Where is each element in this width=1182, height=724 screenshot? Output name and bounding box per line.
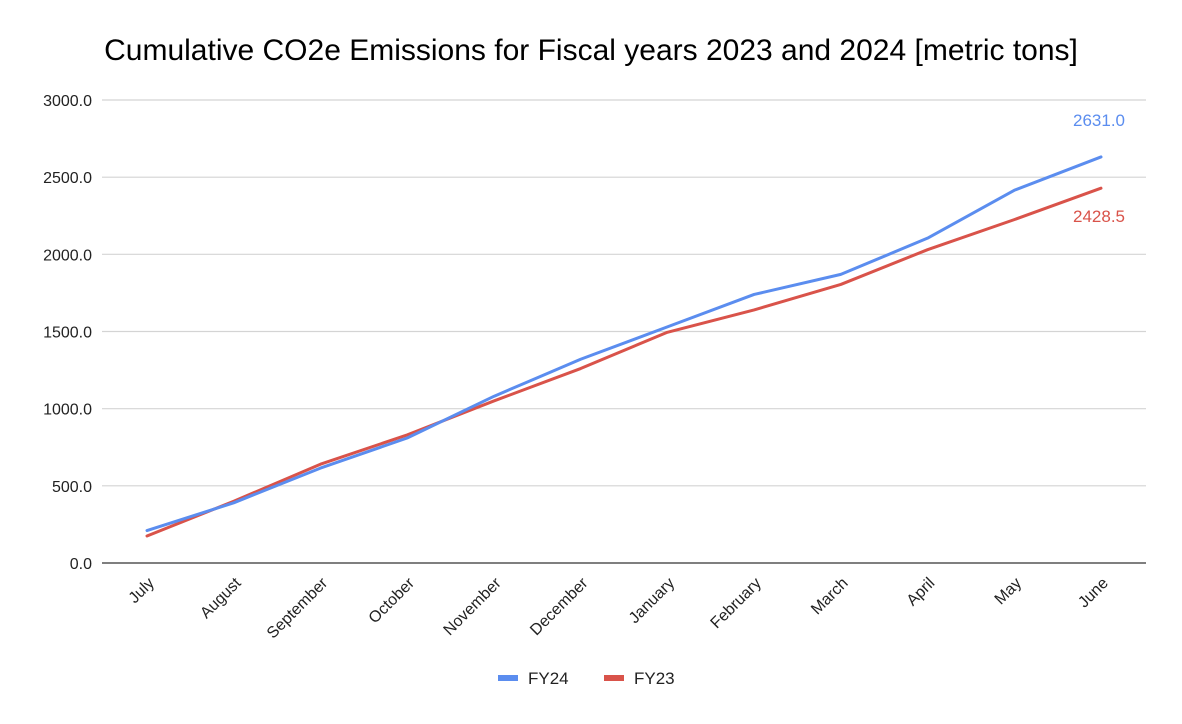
y-tick-label: 2000.0 [43,247,92,264]
x-tick-label: June [1075,575,1112,612]
gridlines [102,99,1146,487]
y-tick-label: 500.0 [52,479,92,496]
x-tick-label: January [626,575,678,627]
legend-label-fy24: FY24 [528,669,569,688]
legend: FY24 FY23 [498,669,675,688]
x-tick-label: August [197,574,245,622]
x-tick-label: November [441,574,506,639]
y-tick-label: 2500.0 [43,170,92,187]
series-line-fy24 [145,155,1103,533]
legend-label-fy23: FY23 [634,669,675,688]
y-tick-label: 1500.0 [43,325,92,342]
data-label-fy23: 2428.5 [1073,207,1125,226]
x-tick-label: July [126,575,158,607]
x-tick-label: October [366,574,419,627]
data-label-fy24: 2631.0 [1073,111,1125,130]
y-axis-tick-labels: 0.0 500.0 1000.0 1500.0 2000.0 2500.0 3000.0 [43,93,92,573]
x-tick-label: December [527,574,592,639]
y-tick-label: 3000.0 [43,93,92,110]
series-line-fy23 [145,186,1103,538]
chart-title: Cumulative CO2e Emissions for Fiscal yea… [104,34,1078,67]
x-tick-label: April [904,575,939,610]
x-tick-label: February [708,575,765,632]
x-tick-label: May [992,575,1025,608]
x-axis-tick-labels: July August September October November Decemb… [126,574,1112,642]
series-lines [145,155,1103,538]
y-tick-label: 1000.0 [43,402,92,419]
x-tick-label: September [264,574,332,642]
y-tick-label: 0.0 [70,556,92,573]
data-labels: 2631.0 2428.5 [1073,111,1125,226]
x-tick-label: March [808,575,851,618]
